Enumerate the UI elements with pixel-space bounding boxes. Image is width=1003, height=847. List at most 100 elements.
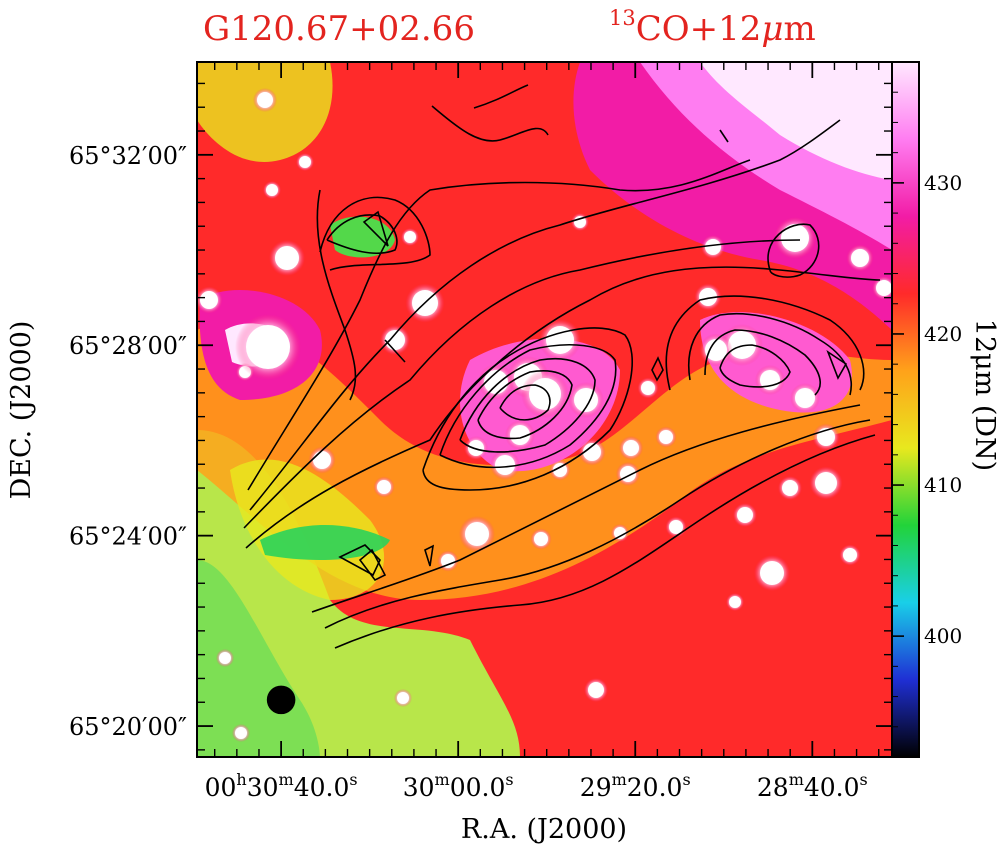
contour-line bbox=[719, 129, 729, 143]
colorbar-label: 12μm (DN) bbox=[969, 319, 1000, 471]
star bbox=[795, 388, 815, 408]
contour-line bbox=[247, 159, 751, 491]
contour-line bbox=[665, 295, 865, 391]
star bbox=[257, 92, 273, 108]
contour-line bbox=[249, 119, 841, 511]
star bbox=[588, 682, 604, 698]
contour-line bbox=[384, 339, 406, 363]
contour-line bbox=[439, 344, 617, 469]
x-axis-ticks: 00h30m40.0s 30m00.0s 29m20.0s 28m40.0s bbox=[205, 62, 868, 802]
contour-line bbox=[316, 189, 357, 401]
star bbox=[313, 451, 331, 469]
contour-line bbox=[338, 544, 381, 577]
contour-line bbox=[243, 239, 801, 529]
y-tick-label: 65°28′00″ bbox=[69, 332, 187, 360]
star bbox=[728, 331, 756, 359]
x-tick-part-ms: m bbox=[612, 770, 627, 789]
star bbox=[815, 472, 837, 494]
contour-line bbox=[362, 210, 389, 247]
contour-line bbox=[422, 327, 633, 491]
star bbox=[705, 239, 721, 255]
star bbox=[377, 480, 391, 494]
x-tick-part-ss: s bbox=[860, 770, 868, 789]
star bbox=[817, 428, 835, 446]
star bbox=[529, 378, 561, 410]
map-green-strip bbox=[260, 525, 390, 560]
y-axis-label: DEC. (J2000) bbox=[6, 321, 37, 500]
contour-line bbox=[245, 266, 881, 549]
x-tick-part-h: 00 bbox=[205, 773, 237, 802]
contour-line bbox=[424, 544, 435, 567]
co-contours bbox=[243, 84, 881, 649]
x-tick-part-m: 30 bbox=[403, 773, 435, 802]
x-tick-label: 28m40.0s bbox=[757, 770, 868, 802]
x-tick-part-m: 28 bbox=[757, 773, 789, 802]
star bbox=[495, 455, 515, 475]
contour-line bbox=[826, 349, 848, 380]
star bbox=[623, 440, 639, 456]
star bbox=[404, 231, 416, 243]
star bbox=[699, 288, 717, 306]
x-tick-part-ss: s bbox=[505, 770, 513, 789]
contour-line bbox=[704, 329, 821, 396]
contour-line bbox=[324, 419, 871, 629]
star bbox=[246, 325, 290, 369]
x-tick-part-ss: s bbox=[682, 770, 690, 789]
colorbar-ticks: 400 410 420 430 bbox=[892, 61, 962, 758]
star bbox=[614, 527, 626, 539]
subtitle-isotope-sup: 13 bbox=[609, 6, 636, 30]
star bbox=[669, 520, 683, 534]
contour-line bbox=[767, 223, 820, 278]
y-tick-label: 65°24′00″ bbox=[69, 523, 187, 551]
x-tick-part-ms: m bbox=[279, 770, 294, 789]
y-axis-ticks: 65°32′00″ 65°28′00″ 65°24′00″ 65°20′00″ bbox=[69, 142, 892, 741]
x-tick-part-s: 40.0 bbox=[294, 773, 350, 802]
contour-line bbox=[326, 214, 398, 254]
subtitle-main: CO+12 bbox=[636, 9, 762, 49]
star bbox=[468, 440, 484, 456]
star bbox=[659, 430, 673, 444]
star bbox=[737, 507, 753, 523]
y-tick-label: 65°20′00″ bbox=[69, 713, 187, 741]
contour-line bbox=[319, 196, 431, 271]
colorbar-tick-label: 430 bbox=[924, 171, 962, 195]
contour-line bbox=[473, 84, 529, 109]
x-tick-part-ss: s bbox=[349, 770, 357, 789]
y-tick-label: 65°32′00″ bbox=[69, 142, 187, 170]
star bbox=[275, 246, 299, 270]
x-tick-part-ms: m bbox=[435, 770, 450, 789]
x-tick-part-m: 29 bbox=[580, 773, 612, 802]
colorbar-tick-label: 400 bbox=[924, 624, 962, 648]
subtitle-end: m bbox=[783, 9, 815, 49]
contour-line bbox=[719, 344, 791, 388]
star bbox=[876, 280, 892, 296]
star bbox=[397, 692, 409, 704]
star bbox=[299, 156, 311, 168]
star bbox=[534, 532, 548, 546]
contour-line bbox=[311, 404, 861, 613]
star bbox=[441, 554, 455, 568]
x-tick-label: 29m20.0s bbox=[580, 770, 691, 802]
star bbox=[843, 548, 857, 562]
star bbox=[705, 339, 727, 361]
star bbox=[553, 463, 567, 477]
beam-marker bbox=[266, 685, 296, 715]
image-panel bbox=[197, 62, 892, 757]
minor-ticks bbox=[197, 62, 892, 757]
point-sources bbox=[197, 88, 892, 742]
star bbox=[219, 652, 231, 664]
chart-subtitle: 13CO+12μm bbox=[609, 6, 816, 49]
x-tick-part-s: 00.0 bbox=[450, 773, 506, 802]
colorbar-tick-label: 410 bbox=[924, 473, 962, 497]
x-tick-label: 00h30m40.0s bbox=[205, 770, 358, 802]
star bbox=[781, 224, 809, 252]
x-tick-part-s: 40.0 bbox=[804, 773, 860, 802]
colorbar bbox=[892, 62, 919, 757]
x-tick-label: 30m00.0s bbox=[403, 770, 514, 802]
contour-line bbox=[431, 105, 549, 142]
star bbox=[465, 522, 489, 546]
star bbox=[760, 561, 784, 585]
x-tick-part-s: 20.0 bbox=[627, 773, 683, 802]
star bbox=[729, 596, 741, 608]
